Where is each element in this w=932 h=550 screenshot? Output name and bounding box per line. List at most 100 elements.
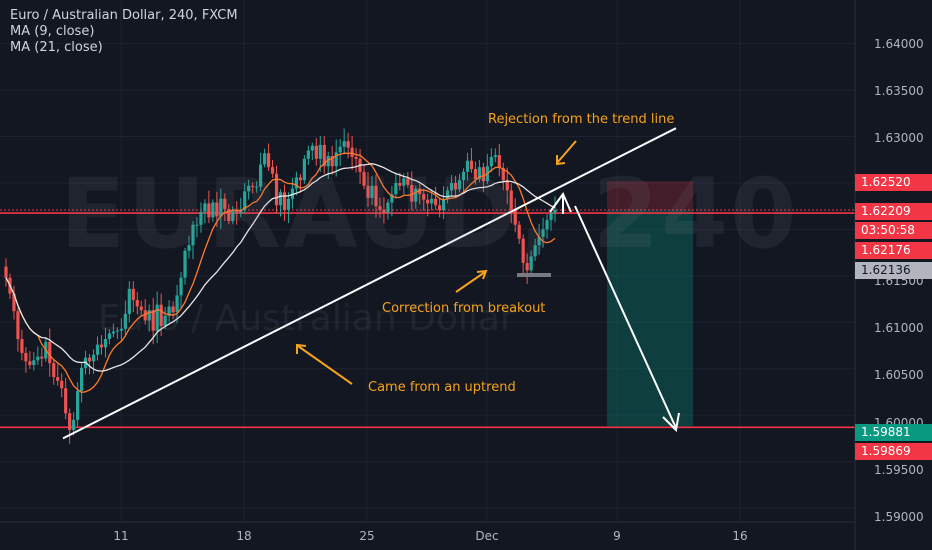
candle-body <box>219 198 223 217</box>
y-tick: 1.59000 <box>874 510 924 524</box>
candle-body <box>151 310 155 331</box>
candle <box>382 197 386 224</box>
projection-arrow-line <box>574 205 677 429</box>
candle-body <box>24 352 28 362</box>
candle-body <box>159 304 163 327</box>
candle-body <box>91 354 96 362</box>
y-tick: 1.64000 <box>874 37 924 51</box>
candle <box>32 352 36 371</box>
price-label-target: 1.59881 <box>855 424 932 441</box>
candle-body <box>386 202 390 213</box>
candle <box>509 183 513 224</box>
candle-body <box>203 203 207 212</box>
candle-body <box>290 188 295 199</box>
candle <box>147 304 151 332</box>
candle-body <box>187 245 191 251</box>
candle <box>517 221 521 244</box>
candle <box>282 184 287 221</box>
name-watermark: Euro / Australian Dollar <box>98 298 515 339</box>
price-label-support: 1.59869 <box>855 443 932 460</box>
uptrend-arrow <box>297 345 353 385</box>
candle-body <box>40 356 44 359</box>
candle-body <box>509 190 513 210</box>
candle-body <box>20 339 24 353</box>
candle <box>48 328 52 377</box>
candle-body <box>362 171 366 186</box>
candle <box>354 148 358 173</box>
candle <box>366 172 370 207</box>
candle-body <box>270 167 275 174</box>
candle-body <box>338 146 342 153</box>
candle <box>247 179 251 200</box>
candle <box>24 346 28 373</box>
candle-body <box>183 250 187 278</box>
x-tick: 18 <box>236 529 252 543</box>
candle <box>362 164 366 190</box>
candle <box>386 199 390 220</box>
ma-9-line <box>5 152 556 394</box>
candle-body <box>406 178 410 185</box>
candle <box>374 174 378 218</box>
candle <box>465 152 470 181</box>
candle <box>40 347 44 367</box>
candle-body <box>147 310 151 321</box>
chart-title[interactable]: Euro / Australian Dollar, 240, FXCM <box>10 8 238 23</box>
candle <box>20 329 24 361</box>
candle-body <box>326 156 330 167</box>
candle-body <box>76 391 80 420</box>
candle-body <box>414 188 418 202</box>
candle <box>469 147 474 174</box>
grid <box>0 0 855 522</box>
projection-arrow-head <box>662 412 680 433</box>
candle-body <box>135 300 139 307</box>
candle-body <box>278 192 283 206</box>
candle-body <box>215 202 219 217</box>
candle <box>414 185 418 209</box>
candle <box>68 408 72 444</box>
candle <box>255 181 259 193</box>
ma-21-label[interactable]: MA (21, close) <box>10 40 103 55</box>
candle-body <box>227 208 231 222</box>
ma-21-line <box>5 163 556 372</box>
candle-body <box>111 331 116 334</box>
candle <box>274 165 279 213</box>
candle-body <box>266 153 271 168</box>
candle-body <box>430 198 434 204</box>
candle-body <box>64 388 68 414</box>
candle-body <box>103 339 108 348</box>
ma-9-label[interactable]: MA (9, close) <box>10 24 95 39</box>
candle <box>457 173 462 193</box>
candle-body <box>127 288 131 314</box>
candle <box>477 160 482 183</box>
y-tick: 1.60500 <box>874 368 924 382</box>
candle <box>36 346 40 365</box>
annotation-correction: Correction from breakout <box>382 301 546 316</box>
candle-body <box>525 262 529 271</box>
candle-body <box>79 367 84 392</box>
candle-body <box>306 150 310 159</box>
x-tick: 9 <box>613 529 621 543</box>
candle <box>545 214 549 239</box>
candle-body <box>350 147 354 157</box>
candle <box>370 175 374 205</box>
candle <box>394 172 398 199</box>
candle-body <box>259 164 263 187</box>
candle <box>231 206 235 225</box>
candle <box>445 186 450 204</box>
candle <box>171 301 175 320</box>
candle <box>103 327 108 358</box>
candle <box>434 186 438 211</box>
candle-body <box>223 198 227 209</box>
candle <box>16 307 20 352</box>
candle-body <box>87 357 92 362</box>
candle-body <box>119 328 123 331</box>
candle-body <box>310 145 314 151</box>
candle-body <box>95 344 100 355</box>
candle-body <box>72 419 76 431</box>
candle <box>410 171 414 211</box>
candle-body <box>167 306 171 316</box>
candle-body <box>465 160 470 172</box>
candle <box>378 197 382 218</box>
candle <box>521 234 525 274</box>
